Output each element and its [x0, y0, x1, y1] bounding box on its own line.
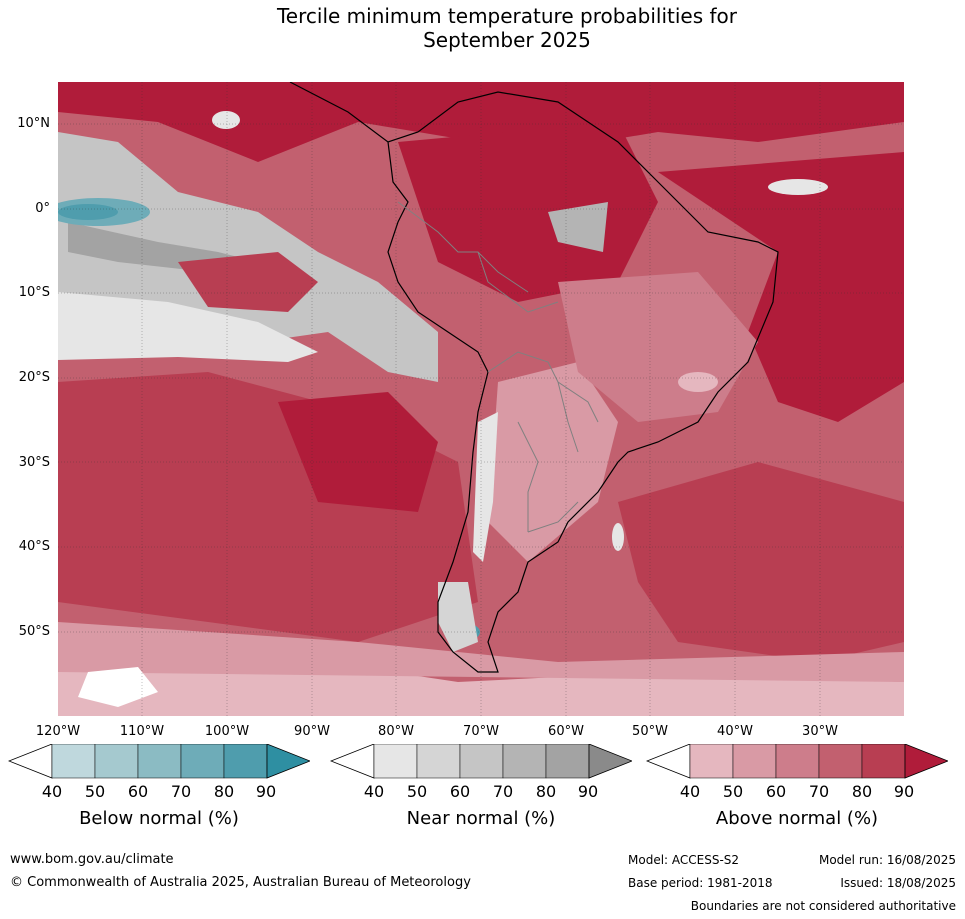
colorbar-min-extension: [646, 744, 691, 779]
footer-website: www.bom.gov.au/climate: [10, 852, 174, 867]
tick: 90: [255, 782, 277, 801]
colorbar-segment: [373, 744, 418, 779]
tick: 80: [535, 782, 557, 801]
above-90-pacific-dark: [278, 392, 438, 512]
footer-issued: Issued: 18/08/2025: [840, 876, 956, 890]
lon-label-80w: 80°W: [378, 724, 414, 739]
lon-label-100w: 100°W: [204, 724, 250, 739]
lat-label-10n: 10°N: [17, 116, 50, 131]
lat-label-20s: 20°S: [18, 370, 50, 385]
lat-label-40s: 40°S: [18, 539, 50, 554]
tick: 60: [449, 782, 471, 801]
colorbar-near-normal: [330, 744, 632, 779]
title-line-1: Tercile minimum temperature probabilitie…: [276, 4, 738, 28]
colorbar-segment: [459, 744, 504, 779]
near-normal-andes: [473, 412, 498, 562]
tick: 50: [406, 782, 428, 801]
tick: 60: [127, 782, 149, 801]
tick: 90: [577, 782, 599, 801]
tick: 50: [84, 782, 106, 801]
colorbar-near-label: Near normal (%): [406, 808, 556, 829]
colorbar-segment: [180, 744, 225, 779]
colorbar-segment: [732, 744, 777, 779]
tick: 40: [363, 782, 385, 801]
lon-label-90w: 90°W: [294, 724, 330, 739]
south-america-coastline: [289, 82, 779, 673]
tick: 90: [893, 782, 915, 801]
lat-label-50s: 50°S: [18, 624, 50, 639]
colorbar-above-label: Above normal (%): [715, 808, 879, 829]
colorbar-above-normal: [646, 744, 948, 779]
colorbar-below-label: Below normal (%): [79, 808, 239, 829]
colorbar-segment: [223, 744, 268, 779]
lat-label-30s: 30°S: [18, 455, 50, 470]
tick: 40: [41, 782, 63, 801]
lon-label-70w: 70°W: [463, 724, 499, 739]
footer-copyright: © Commonwealth of Australia 2025, Austra…: [10, 875, 471, 890]
footer-base-period: Base period: 1981-2018: [628, 876, 773, 890]
colorbar-min-extension: [8, 744, 53, 779]
lon-label-40w: 40°W: [717, 724, 753, 739]
colorbar-segment: [861, 744, 906, 779]
tick: 40: [679, 782, 701, 801]
colorbar-segment: [94, 744, 139, 779]
colorbar-max-extension: [904, 744, 948, 779]
lon-label-30w: 30°W: [802, 724, 838, 739]
colorbar-min-extension: [330, 744, 375, 779]
colorbar-segment: [818, 744, 863, 779]
near-normal-guiana: [548, 202, 608, 252]
chart-title: Tercile minimum temperature probabilitie…: [0, 4, 965, 52]
colorbar-max-extension: [266, 744, 310, 779]
lon-label-50w: 50°W: [632, 724, 668, 739]
lat-label-0: 0°: [35, 201, 50, 216]
lon-label-110w: 110°W: [119, 724, 165, 739]
colorbar-segment: [775, 744, 820, 779]
near-normal-uruguay-coast: [612, 523, 624, 551]
country-borders: [397, 201, 599, 533]
south-light-patches: [78, 667, 158, 707]
tick: 70: [492, 782, 514, 801]
below-normal-core: [58, 204, 118, 220]
above-90-south-atlantic: [618, 462, 904, 662]
graticule: [58, 82, 904, 716]
tick: 80: [851, 782, 873, 801]
near-normal-patagonia: [438, 582, 478, 652]
colorbar-segment: [416, 744, 461, 779]
colorbar-segment: [502, 744, 547, 779]
colorbar-segment: [51, 744, 96, 779]
tick: 70: [808, 782, 830, 801]
lon-label-60w: 60°W: [548, 724, 584, 739]
above-90-atlantic: [658, 152, 904, 422]
lat-label-10s: 10°S: [18, 285, 50, 300]
colorbar-segment: [689, 744, 734, 779]
colorbar-below-normal: [8, 744, 310, 779]
colorbar-segment: [137, 744, 182, 779]
near-normal-southeast-brazil: [678, 372, 718, 392]
colorbar-segment: [545, 744, 590, 779]
above-60-south-band: [58, 622, 904, 682]
probability-map: [58, 82, 904, 716]
tick: 70: [170, 782, 192, 801]
above-90-amazon: [398, 122, 658, 302]
title-line-2: September 2025: [423, 28, 591, 52]
lon-label-120w: 120°W: [35, 724, 81, 739]
near-normal-atlantic: [768, 179, 828, 195]
tick: 80: [213, 782, 235, 801]
near-normal-pacific-north: [212, 111, 240, 129]
above-pocket-pacific: [178, 252, 318, 312]
colorbar-max-extension: [588, 744, 632, 779]
footer-disclaimer: Boundaries are not considered authoritat…: [690, 899, 956, 913]
tick: 60: [765, 782, 787, 801]
tick: 50: [722, 782, 744, 801]
near-normal-light-patch: [58, 292, 318, 362]
footer-model: Model: ACCESS-S2: [628, 853, 740, 867]
footer-model-run: Model run: 16/08/2025: [818, 853, 956, 867]
